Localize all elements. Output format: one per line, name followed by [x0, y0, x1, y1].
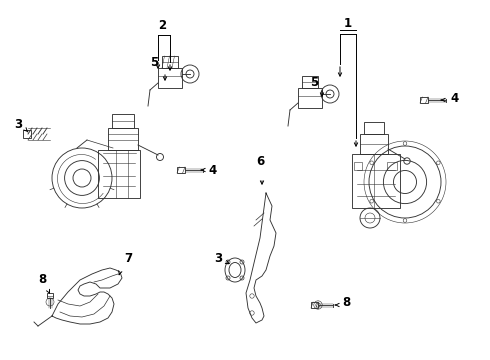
- Bar: [420, 97, 428, 103]
- Bar: [302, 76, 318, 88]
- Text: 3: 3: [214, 252, 222, 265]
- Bar: [354, 162, 362, 170]
- Text: 4: 4: [450, 91, 458, 104]
- Text: 1: 1: [344, 17, 352, 30]
- Bar: [98, 150, 140, 198]
- Text: 4: 4: [208, 163, 216, 176]
- Bar: [162, 56, 178, 68]
- Bar: [47, 293, 53, 298]
- Bar: [177, 167, 185, 173]
- Text: 8: 8: [342, 296, 350, 309]
- Text: 7: 7: [124, 252, 132, 265]
- Bar: [23, 130, 31, 138]
- Text: 6: 6: [256, 155, 264, 168]
- Text: 2: 2: [158, 19, 166, 32]
- Bar: [352, 154, 400, 208]
- Bar: [360, 134, 388, 154]
- Text: 5: 5: [150, 55, 158, 68]
- Bar: [108, 128, 138, 150]
- Bar: [112, 114, 134, 128]
- Text: 5: 5: [310, 76, 318, 89]
- Text: 3: 3: [14, 118, 22, 131]
- Bar: [364, 122, 384, 134]
- Bar: [311, 302, 318, 308]
- Bar: [298, 88, 322, 108]
- Text: 8: 8: [38, 273, 46, 286]
- Bar: [387, 162, 397, 170]
- Bar: [158, 68, 182, 88]
